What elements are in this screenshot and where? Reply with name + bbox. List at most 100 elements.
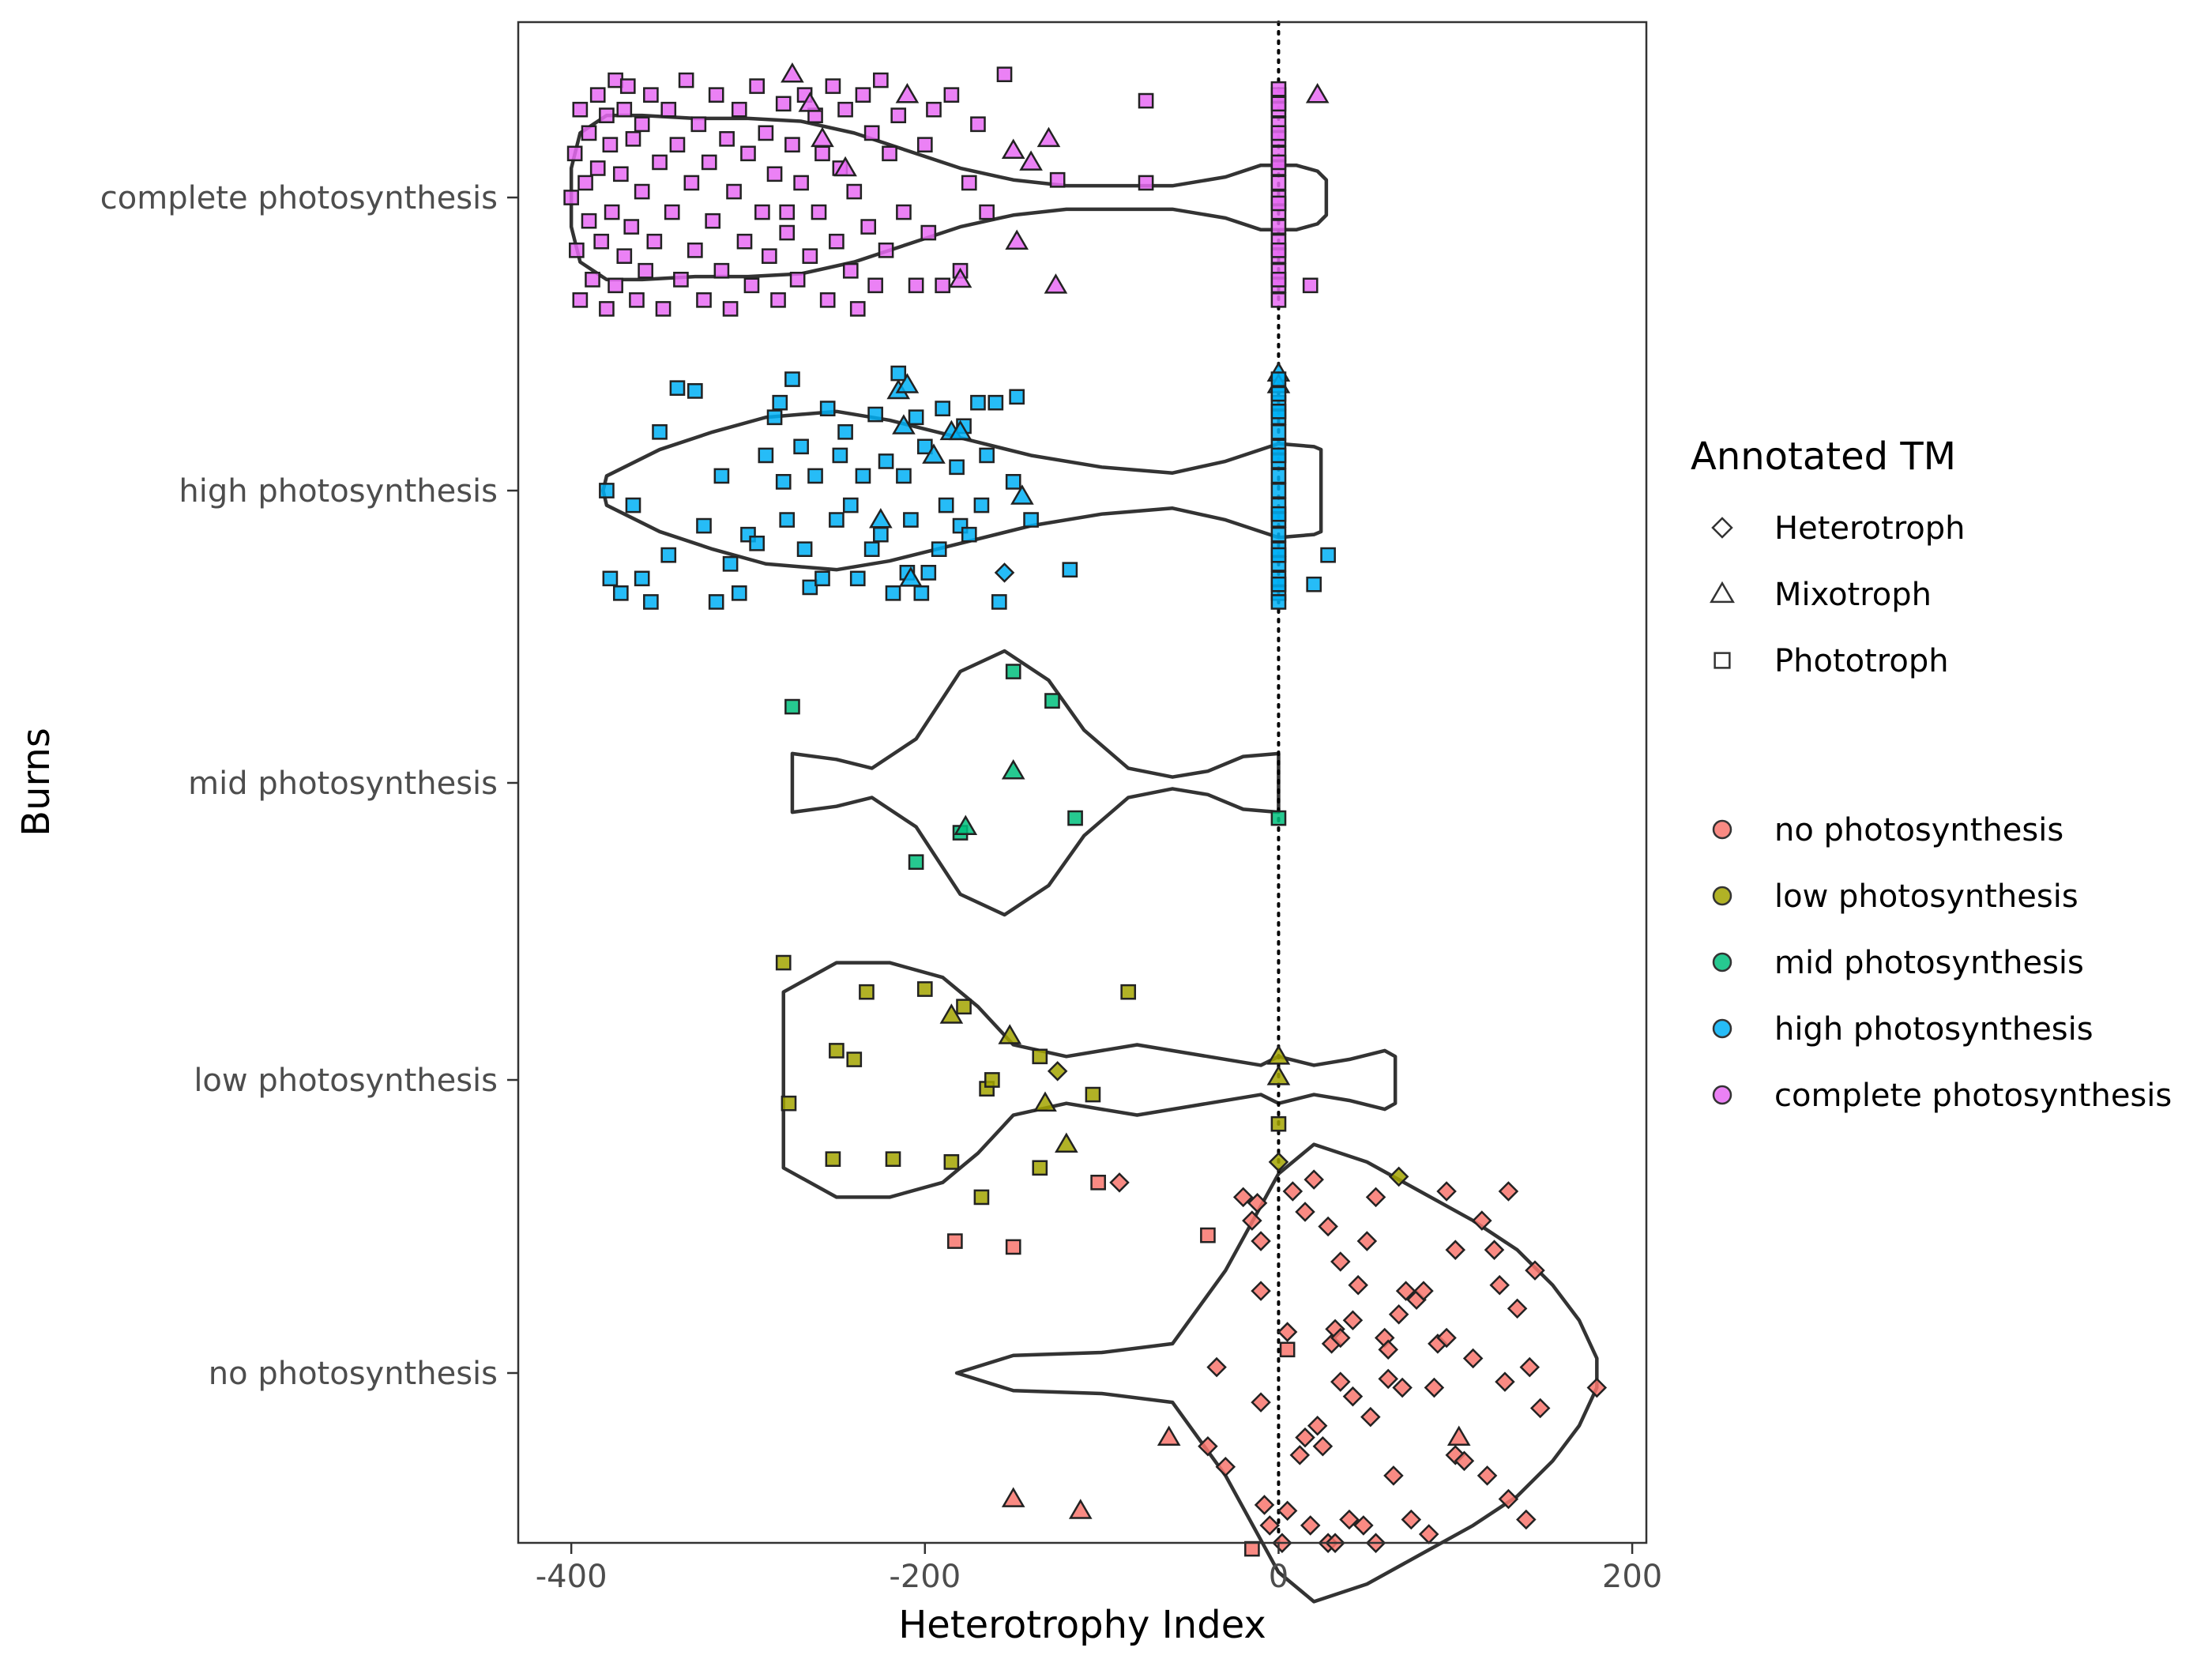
point-high-photosynthesis-58 xyxy=(973,497,990,514)
violin-low-photosynthesis xyxy=(781,961,1398,1199)
point-complete-photosynthesis-29 xyxy=(646,233,663,250)
point-high-photosynthesis-40 xyxy=(890,365,907,382)
point-complete-photosynthesis-120 xyxy=(1270,219,1287,235)
point-low-photosynthesis-5 xyxy=(825,1151,841,1167)
point-no-photosynthesis-26 xyxy=(1295,1427,1315,1448)
point-high-photosynthesis-1 xyxy=(602,570,619,587)
legend-mid-photosynthesis-swatch xyxy=(1712,952,1732,972)
point-high-photosynthesis-28 xyxy=(819,401,836,416)
point-complete-photosynthesis-71 xyxy=(829,233,845,250)
point-low-photosynthesis-19 xyxy=(1055,1132,1078,1153)
y-tick-label-complete-photosynthesis: complete photosynthesis xyxy=(100,180,498,216)
point-complete-photosynthesis-14 xyxy=(602,137,619,153)
point-low-photosynthesis-24 xyxy=(1270,1115,1287,1132)
legend-phototroph-label: Phototroph xyxy=(1774,643,1949,679)
point-complete-photosynthesis-68 xyxy=(814,145,830,162)
point-complete-photosynthesis-53 xyxy=(754,204,770,220)
point-complete-photosynthesis-57 xyxy=(770,292,786,308)
point-high-photosynthesis-29 xyxy=(829,512,845,528)
legend-heterotroph-label: Heterotroph xyxy=(1774,510,1965,547)
point-high-photosynthesis-4 xyxy=(634,570,650,587)
point-mid-photosynthesis-8 xyxy=(1270,810,1287,826)
point-high-photosynthesis-59 xyxy=(979,447,995,464)
legend-burns: no photosynthesis low photosynthesis mid p… xyxy=(1712,812,2172,1114)
point-complete-photosynthesis-130 xyxy=(1270,242,1287,258)
point-complete-photosynthesis-39 xyxy=(690,116,707,133)
point-complete-photosynthesis-47 xyxy=(726,183,742,200)
point-no-photosynthesis-24 xyxy=(1282,1181,1304,1202)
point-complete-photosynthesis-59 xyxy=(779,224,796,241)
point-high-photosynthesis-82 xyxy=(1270,483,1287,498)
point-no-photosynthesis-3 xyxy=(1068,1499,1093,1519)
point-high-photosynthesis-81 xyxy=(1270,468,1287,484)
point-complete-photosynthesis-30 xyxy=(652,154,668,171)
point-high-photosynthesis-65 xyxy=(1062,562,1078,577)
point-complete-photosynthesis-84 xyxy=(890,107,907,123)
point-complete-photosynthesis-85 xyxy=(896,204,912,220)
point-complete-photosynthesis-9 xyxy=(589,87,606,103)
point-low-photosynthesis-20 xyxy=(1085,1086,1101,1103)
point-no-photosynthesis-41 xyxy=(1342,1310,1364,1330)
y-axis: no photosynthesis low photosynthesis mid p… xyxy=(100,180,518,1392)
point-high-photosynthesis-36 xyxy=(867,406,883,423)
point-low-photosynthesis-26 xyxy=(1388,1166,1409,1187)
point-complete-photosynthesis-87 xyxy=(908,277,924,294)
point-complete-photosynthesis-52 xyxy=(749,78,765,94)
point-no-photosynthesis-72 xyxy=(1489,1274,1510,1296)
point-complete-photosynthesis-55 xyxy=(762,248,777,265)
point-complete-photosynthesis-4 xyxy=(572,292,589,308)
point-low-photosynthesis-17 xyxy=(1033,1091,1057,1112)
point-no-photosynthesis-30 xyxy=(1307,1416,1328,1436)
point-high-photosynthesis-24 xyxy=(796,541,813,558)
point-no-photosynthesis-50 xyxy=(1378,1368,1398,1390)
point-no-photosynthesis-75 xyxy=(1498,1488,1519,1510)
point-complete-photosynthesis-28 xyxy=(643,87,659,103)
point-no-photosynthesis-16 xyxy=(1251,1392,1271,1413)
point-no-photosynthesis-18 xyxy=(1259,1515,1281,1536)
point-complete-photosynthesis-7 xyxy=(581,213,597,229)
point-no-photosynthesis-70 xyxy=(1477,1465,1498,1486)
point-no-photosynthesis-9 xyxy=(1206,1356,1227,1378)
point-no-photosynthesis-39 xyxy=(1330,1251,1351,1272)
point-no-photosynthesis-78 xyxy=(1519,1356,1540,1378)
point-high-photosynthesis-22 xyxy=(784,371,800,387)
point-complete-photosynthesis-22 xyxy=(623,219,640,235)
point-high-photosynthesis-93 xyxy=(1270,404,1287,419)
point-high-photosynthesis-5 xyxy=(643,594,659,610)
x-axis-title: Heterotrophy Index xyxy=(898,1603,1266,1647)
point-no-photosynthesis-37 xyxy=(1330,1327,1351,1349)
point-high-photosynthesis-41 xyxy=(896,468,912,484)
point-complete-photosynthesis-109 xyxy=(1138,92,1154,109)
legend-low-photosynthesis-swatch xyxy=(1712,886,1732,906)
point-high-photosynthesis-78 xyxy=(1270,423,1287,440)
point-complete-photosynthesis-3 xyxy=(572,101,589,118)
point-no-photosynthesis-4 xyxy=(1090,1175,1106,1191)
point-no-photosynthesis-5 xyxy=(1109,1172,1130,1193)
point-no-photosynthesis-62 xyxy=(1436,1181,1457,1202)
point-no-photosynthesis-2 xyxy=(1001,1487,1025,1507)
violin-complete-photosynthesis xyxy=(569,113,1329,282)
point-high-photosynthesis-48 xyxy=(922,443,946,464)
point-no-photosynthesis-13 xyxy=(1247,1193,1268,1213)
point-complete-photosynthesis-79 xyxy=(863,125,880,141)
point-high-photosynthesis-33 xyxy=(849,570,866,587)
point-no-photosynthesis-51 xyxy=(1378,1339,1398,1360)
point-complete-photosynthesis-90 xyxy=(926,101,942,118)
point-complete-photosynthesis-56 xyxy=(766,166,783,182)
point-low-photosynthesis-15 xyxy=(1032,1048,1048,1065)
point-no-photosynthesis-29 xyxy=(1304,1169,1324,1190)
x-tick-label: -200 xyxy=(889,1559,961,1595)
point-complete-photosynthesis-96 xyxy=(979,204,995,220)
point-low-photosynthesis-11 xyxy=(973,1189,990,1206)
point-high-photosynthesis-17 xyxy=(758,447,774,464)
point-complete-photosynthesis-17 xyxy=(608,277,623,294)
point-low-photosynthesis-2 xyxy=(829,1043,845,1059)
point-complete-photosynthesis-32 xyxy=(660,101,677,118)
point-high-photosynthesis-38 xyxy=(878,453,894,469)
x-tick-label: 200 xyxy=(1602,1559,1662,1595)
point-complete-photosynthesis-35 xyxy=(673,272,689,288)
point-high-photosynthesis-45 xyxy=(913,585,930,601)
point-high-photosynthesis-44 xyxy=(908,409,924,426)
point-high-photosynthesis-18 xyxy=(766,409,783,426)
